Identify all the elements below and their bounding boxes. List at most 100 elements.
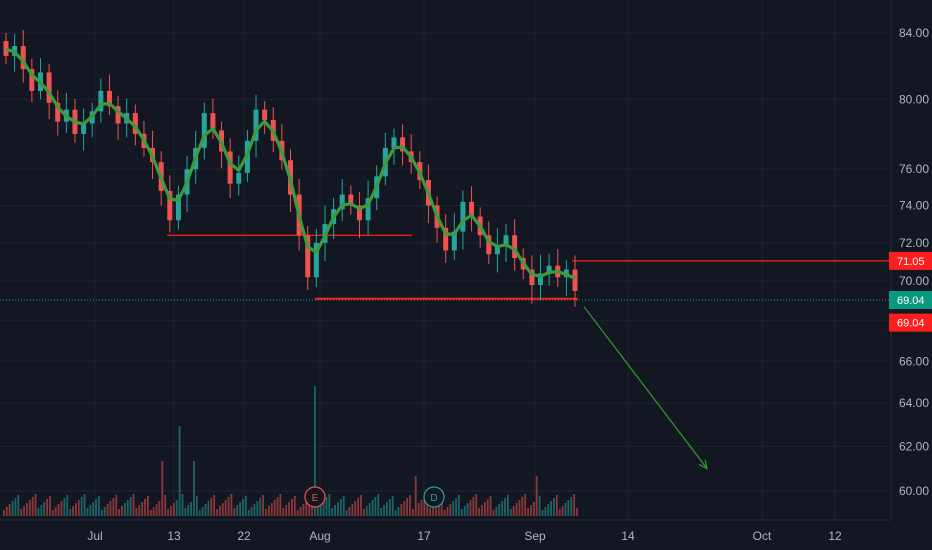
candle-body[interactable] (469, 201, 475, 217)
volume-bar (319, 503, 322, 516)
volume-bar (414, 476, 417, 516)
price-tick-label: 64.00 (899, 396, 929, 410)
candle-body[interactable] (365, 198, 371, 221)
volume-bar (233, 508, 236, 516)
volume-bar (207, 501, 210, 516)
candle-body[interactable] (529, 269, 535, 286)
volume-bar (63, 498, 66, 516)
volume-bar (72, 506, 74, 516)
volume-bar (34, 494, 37, 516)
candle-body[interactable] (503, 235, 509, 247)
candle-body[interactable] (106, 90, 112, 107)
volume-bar (504, 498, 506, 516)
candle-body[interactable] (3, 41, 9, 56)
volume-bar (293, 496, 296, 516)
volume-bar (213, 495, 216, 516)
candle-body[interactable] (81, 123, 87, 134)
volume-bar (576, 508, 578, 516)
candle-body[interactable] (55, 102, 61, 122)
candle-body[interactable] (546, 265, 552, 274)
volume-bar (3, 510, 5, 516)
candle-body[interactable] (167, 190, 173, 221)
price-tick-label: 76.00 (899, 162, 929, 176)
candle-body[interactable] (201, 113, 207, 148)
volume-bar (167, 509, 169, 516)
volume-bars (3, 386, 578, 516)
volume-bar (555, 495, 558, 516)
candle-body[interactable] (460, 201, 466, 232)
candle-body[interactable] (236, 172, 242, 184)
candle-body[interactable] (494, 246, 500, 255)
candle-body[interactable] (451, 231, 457, 251)
volume-bar (49, 496, 51, 516)
price-tick-label: 72.00 (899, 236, 929, 250)
volume-bar (66, 495, 69, 516)
volume-bar (486, 499, 489, 516)
event-marker-d[interactable] (423, 486, 445, 508)
volume-bar (518, 500, 521, 516)
candle-body[interactable] (20, 46, 26, 70)
candle-body[interactable] (400, 137, 406, 152)
price-tick-label: 74.00 (899, 199, 929, 213)
candle-body[interactable] (253, 109, 259, 141)
time-axis[interactable]: Jul 13 22 Aug 17 Sep 14 Oct 12 (87, 529, 842, 543)
time-tick-label: Oct (753, 529, 772, 543)
price-axis[interactable]: 84.0080.0076.0074.0072.0070.0068.0066.00… (899, 26, 929, 498)
volume-bar (342, 496, 345, 516)
price-tick-label: 84.00 (899, 26, 929, 40)
price-badge-label: 71.05 (897, 256, 925, 268)
volume-bar (411, 509, 414, 516)
time-tick-label: Jul (87, 529, 102, 543)
candle-body[interactable] (29, 69, 35, 91)
volume-bar (466, 503, 469, 516)
volume-bar (314, 386, 316, 516)
volume-bar (291, 499, 293, 516)
volume-bar (423, 497, 426, 516)
volume-bar (123, 503, 126, 516)
volume-bar (351, 504, 354, 516)
volume-bar (190, 502, 192, 516)
candle-body[interactable] (538, 273, 544, 286)
volume-bar (267, 506, 270, 516)
volume-bar (377, 494, 380, 516)
candle-body[interactable] (339, 194, 345, 210)
volume-bar (83, 494, 86, 516)
candle-body[interactable] (132, 113, 138, 134)
volume-bar (175, 500, 178, 516)
candle-body[interactable] (313, 242, 319, 278)
candle-body[interactable] (305, 235, 311, 278)
volume-bar (443, 510, 446, 516)
volume-bar (463, 506, 466, 516)
event-marker-e[interactable] (304, 486, 326, 508)
candle-body[interactable] (512, 235, 518, 259)
candle-body[interactable] (443, 227, 449, 251)
price-tick-label: 62.00 (899, 439, 929, 453)
volume-bar (524, 494, 527, 516)
candle-body[interactable] (262, 109, 268, 120)
volume-bar (547, 504, 550, 516)
candle-body[interactable] (572, 269, 578, 291)
candle-body[interactable] (486, 235, 492, 255)
volume-bar (138, 505, 141, 516)
candle-body[interactable] (98, 90, 104, 112)
candle-body[interactable] (391, 137, 397, 148)
time-tick-label: 12 (828, 529, 842, 543)
candle-body[interactable] (348, 194, 354, 206)
candle-body[interactable] (356, 205, 362, 221)
volume-bar (198, 510, 201, 516)
volume-bar (371, 500, 374, 516)
volume-bar (481, 505, 483, 516)
volume-bar (316, 506, 319, 516)
candle-body[interactable] (227, 151, 233, 184)
candle-body[interactable] (175, 194, 181, 221)
volume-bar (432, 505, 434, 516)
candle-body[interactable] (46, 72, 52, 103)
volume-bar (460, 509, 463, 516)
candle-body[interactable] (210, 113, 216, 131)
volume-bar (115, 495, 118, 516)
volume-bar (339, 499, 342, 516)
candle-body[interactable] (115, 106, 121, 124)
volume-bar (40, 505, 43, 516)
